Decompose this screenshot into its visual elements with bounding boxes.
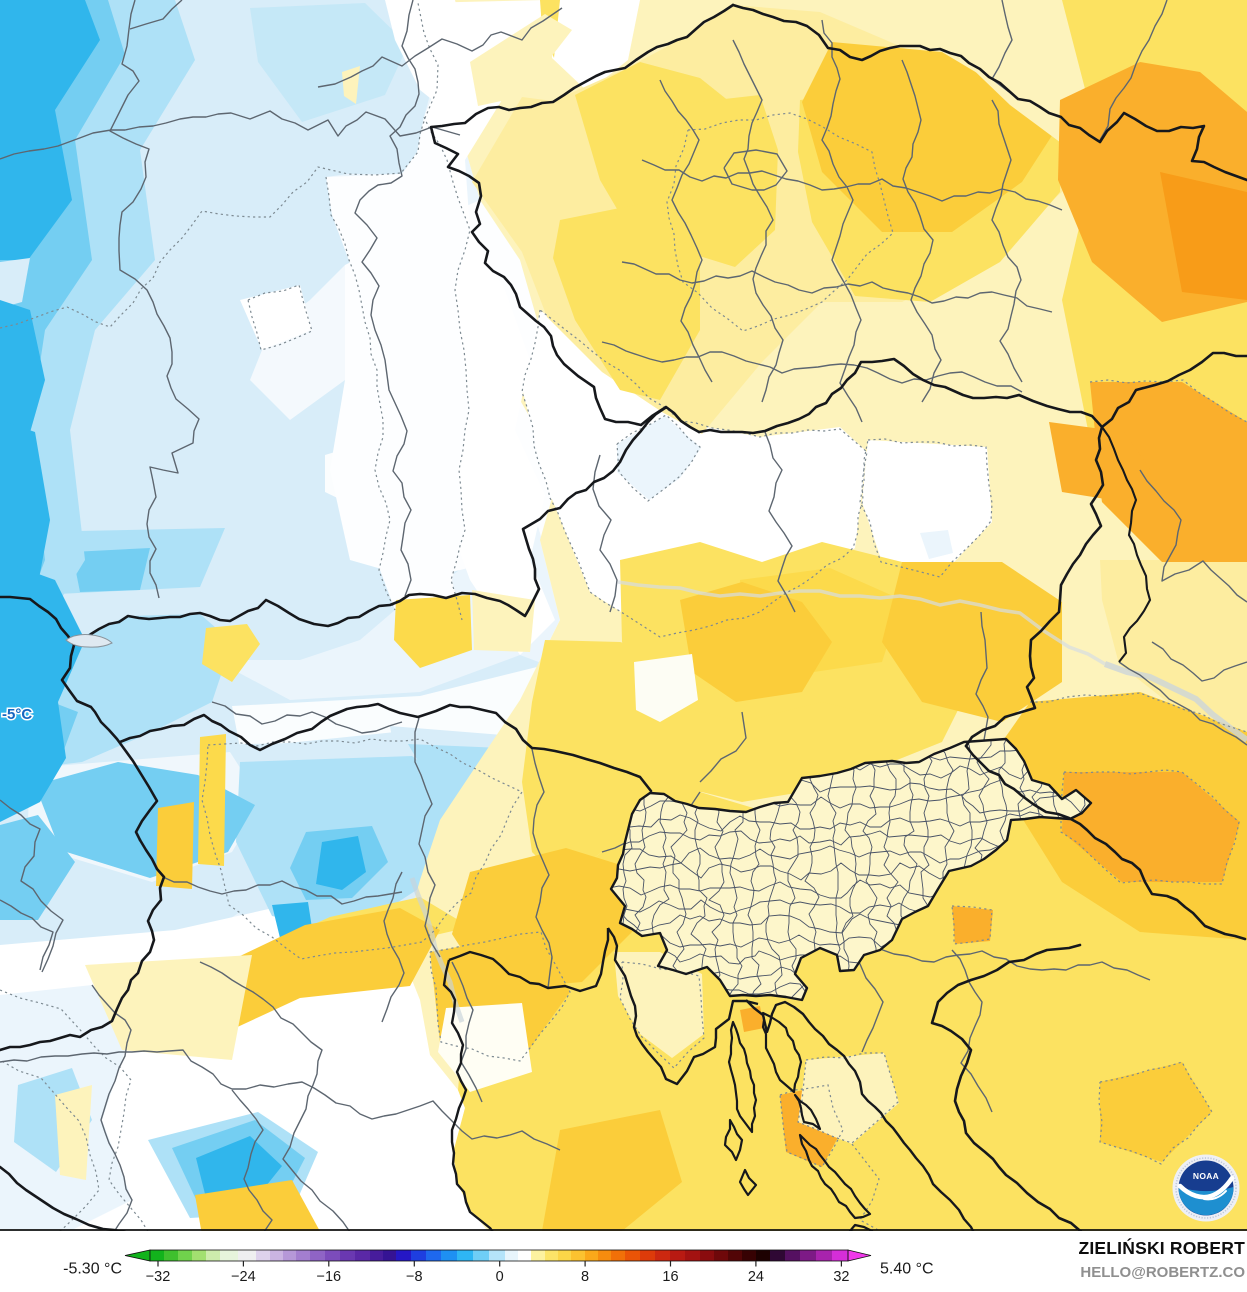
svg-text:−24: −24: [231, 1269, 256, 1285]
svg-text:-5.30 °C: -5.30 °C: [63, 1261, 122, 1278]
svg-text:5.40 °C: 5.40 °C: [880, 1261, 934, 1278]
svg-text:−16: −16: [316, 1269, 341, 1285]
svg-text:32: 32: [833, 1269, 849, 1285]
svg-text:24: 24: [748, 1269, 764, 1285]
svg-text:8: 8: [581, 1269, 589, 1285]
svg-text:ZIELIŃSKI ROBERT: ZIELIŃSKI ROBERT: [1078, 1237, 1245, 1258]
svg-text:HELLO@ROBERTZ.CO: HELLO@ROBERTZ.CO: [1080, 1264, 1245, 1281]
svg-text:16: 16: [662, 1269, 678, 1285]
svg-text:−32: −32: [146, 1269, 171, 1285]
svg-text:NOAA: NOAA: [1193, 1171, 1219, 1181]
svg-text:-5°C: -5°C: [2, 706, 32, 723]
svg-text:−8: −8: [406, 1269, 423, 1285]
svg-text:0: 0: [496, 1269, 504, 1285]
